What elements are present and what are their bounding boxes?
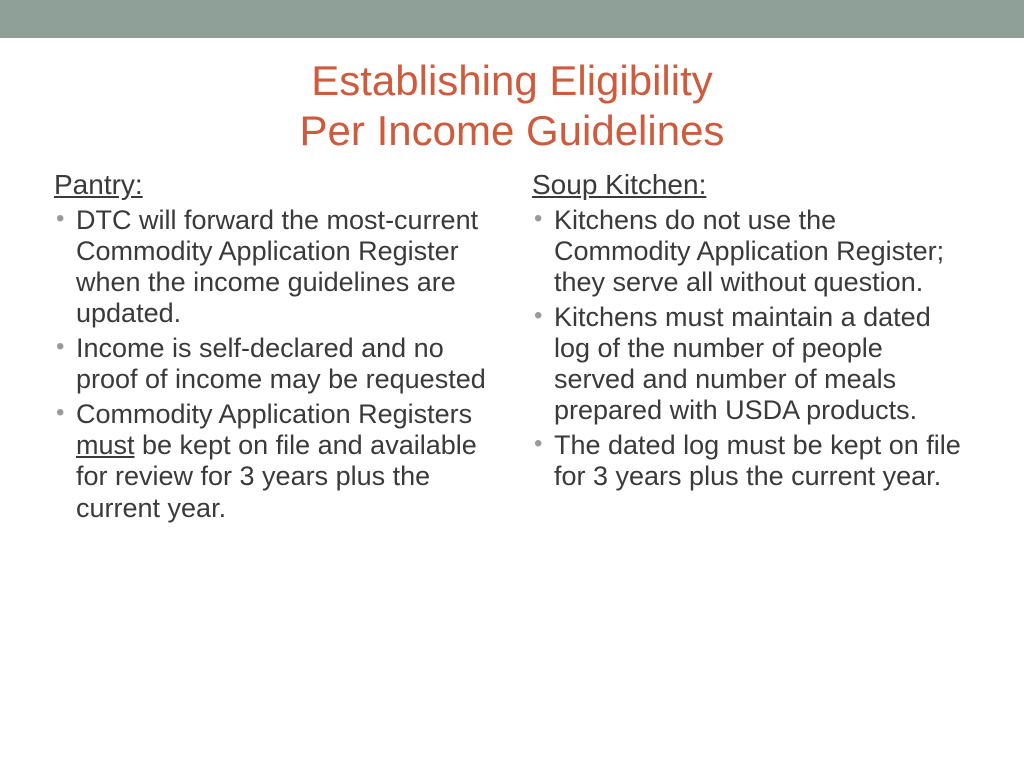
list-item: Kitchens do not use the Commodity Applic… [532, 205, 970, 298]
left-heading: Pantry: [54, 169, 492, 201]
slide-title: Establishing Eligibility Per Income Guid… [0, 38, 1024, 169]
list-item-text-pre: Commodity Application Registers [76, 399, 472, 429]
list-item: The dated log must be kept on file for 3… [532, 430, 970, 492]
list-item: DTC will forward the most-current Commod… [54, 205, 492, 329]
left-column: Pantry: DTC will forward the most-curren… [54, 169, 492, 527]
right-column: Soup Kitchen: Kitchens do not use the Co… [532, 169, 970, 527]
title-line-2: Per Income Guidelines [40, 106, 984, 156]
right-heading: Soup Kitchen: [532, 169, 970, 201]
title-line-1: Establishing Eligibility [40, 56, 984, 106]
underlined-word: must [76, 430, 135, 460]
right-list: Kitchens do not use the Commodity Applic… [532, 205, 970, 492]
list-item: Kitchens must maintain a dated log of th… [532, 302, 970, 426]
left-list: DTC will forward the most-current Commod… [54, 205, 492, 523]
list-item: Income is self-declared and no proof of … [54, 333, 492, 395]
top-accent-bar [0, 0, 1024, 38]
list-item: Commodity Application Registers must be … [54, 399, 492, 523]
content-columns: Pantry: DTC will forward the most-curren… [0, 169, 1024, 527]
list-item-text-post: be kept on file and available for review… [76, 430, 477, 522]
